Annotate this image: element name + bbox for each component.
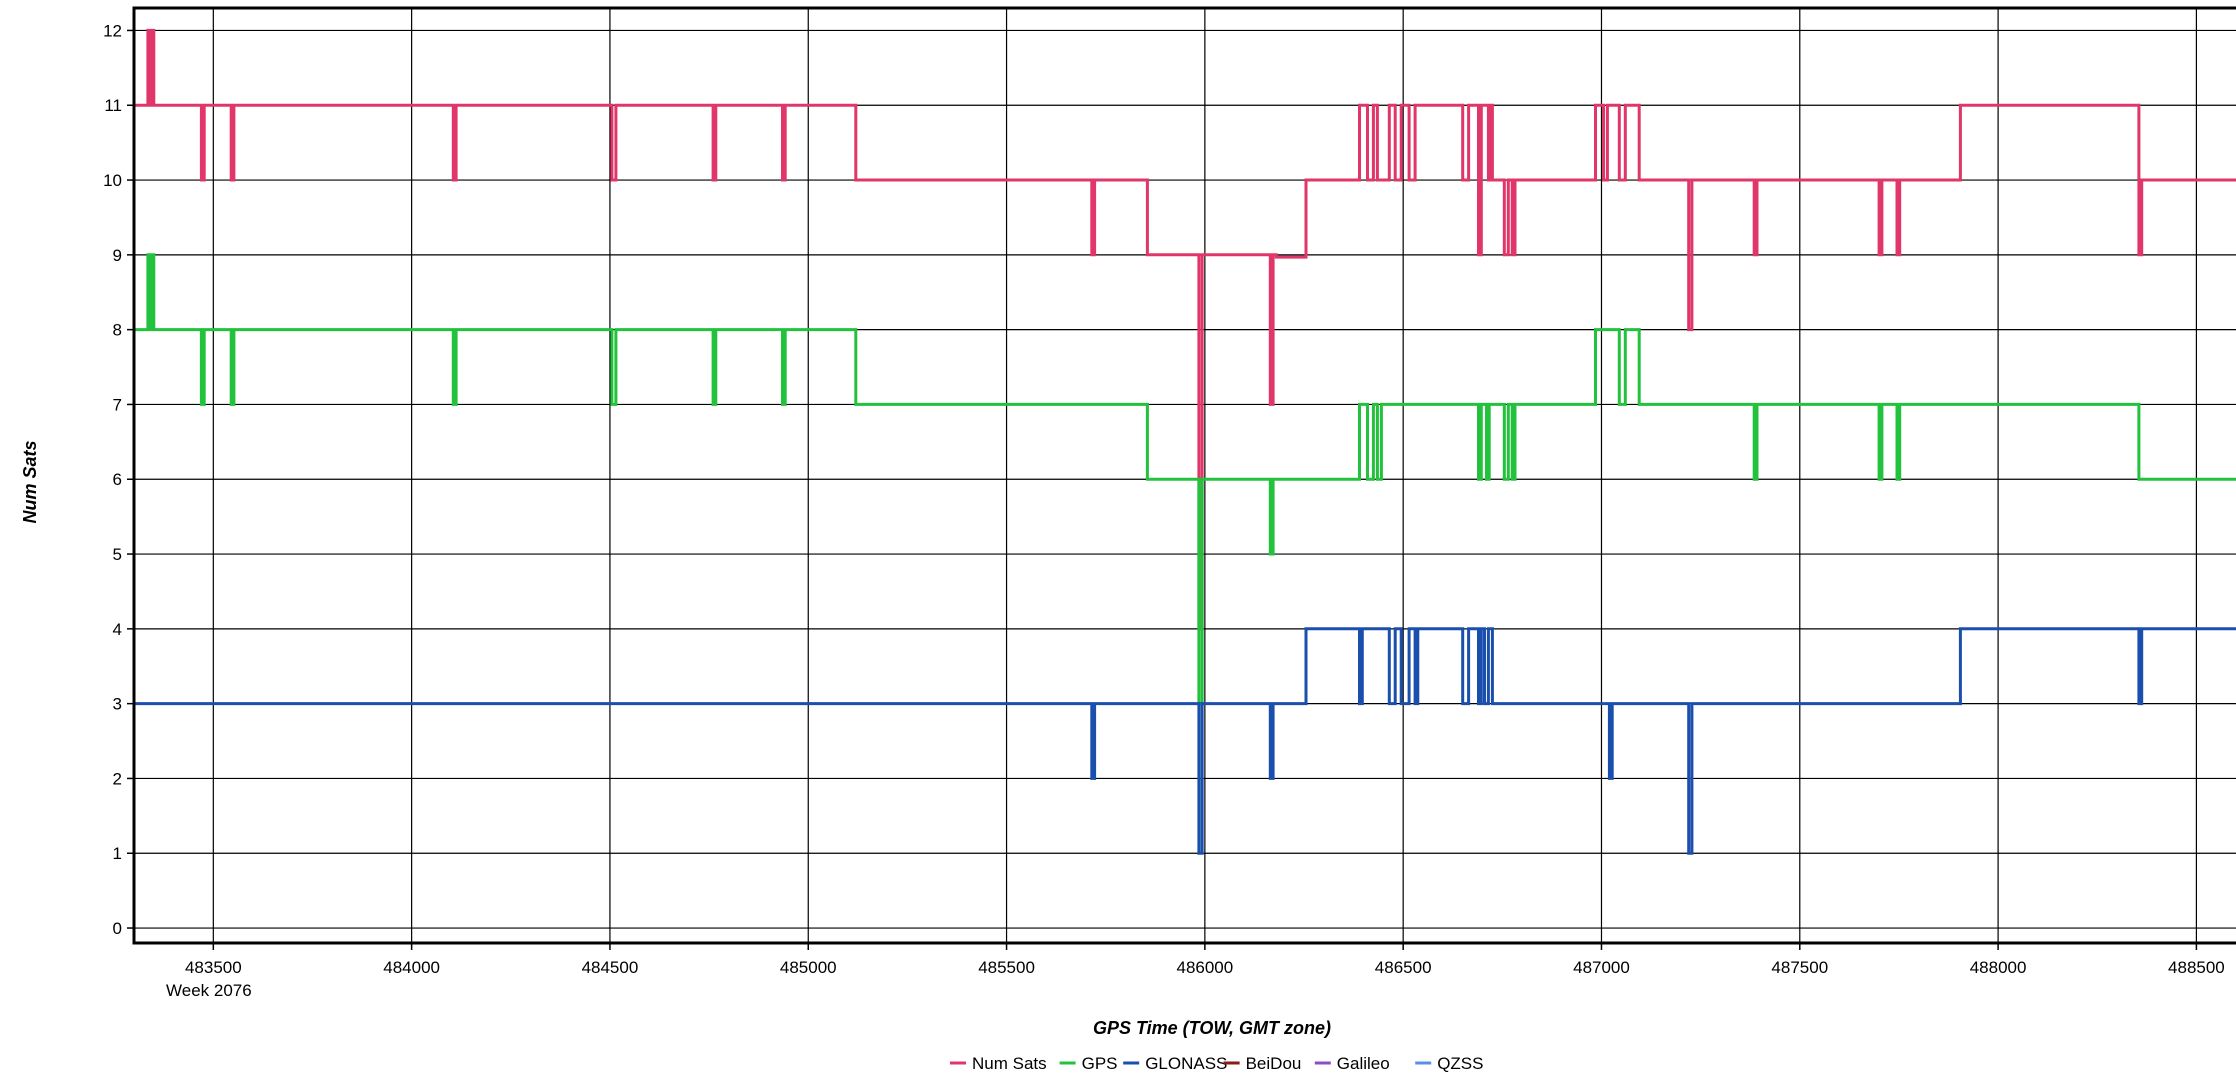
- x-tick-label: 485500: [978, 958, 1035, 977]
- x-axis-ticks: 483500 484000 484500 485000 485500 486000 4865…: [185, 943, 2225, 977]
- y-tick-label: 2: [113, 769, 122, 788]
- legend: Num Sats GPS GLONASS BeiDou Galileo QZSS: [950, 1054, 1483, 1073]
- y-tick-label: 6: [113, 470, 122, 489]
- legend-label-glonass: GLONASS: [1145, 1054, 1227, 1073]
- legend-label-galileo: Galileo: [1337, 1054, 1390, 1073]
- y-tick-label: 5: [113, 545, 122, 564]
- x-axis-title: GPS Time (TOW, GMT zone): [1093, 1018, 1331, 1038]
- legend-label-qzss: QZSS: [1437, 1054, 1483, 1073]
- y-tick-label: 3: [113, 695, 122, 714]
- y-tick-label: 8: [113, 321, 122, 340]
- legend-label-beidou: BeiDou: [1246, 1054, 1302, 1073]
- x-tick-label: 487500: [1771, 958, 1828, 977]
- plot-frame: [132, 6, 2236, 945]
- y-tick-label: 0: [113, 919, 122, 938]
- y-tick-label: 11: [104, 96, 122, 115]
- y-tick-label: 1: [113, 844, 122, 863]
- x-tick-label: 486000: [1176, 958, 1233, 977]
- x-axis-sublabel: Week 2076: [166, 981, 252, 1000]
- x-tick-label: 486500: [1375, 958, 1432, 977]
- series-line-num-sats: [132, 28, 2236, 631]
- x-tick-label: 488500: [2168, 958, 2225, 977]
- series-line-glonass: [134, 627, 2236, 855]
- x-tick-label: 484500: [582, 958, 639, 977]
- x-tick-label: 485000: [780, 958, 837, 977]
- x-tick-label: 488000: [1970, 958, 2027, 977]
- y-tick-label: 9: [113, 246, 122, 265]
- x-tick-label: 484000: [383, 958, 440, 977]
- x-tick-label: 483500: [185, 958, 242, 977]
- y-axis-title: Num Sats: [20, 440, 40, 523]
- legend-label-gps: GPS: [1082, 1054, 1118, 1073]
- y-tick-label: 7: [113, 395, 122, 414]
- y-tick-label: 12: [103, 21, 122, 40]
- series-lines: [132, 28, 2236, 855]
- grid: [134, 8, 2236, 943]
- x-tick-label: 487000: [1573, 958, 1630, 977]
- y-tick-label: 10: [103, 171, 122, 190]
- y-tick-label: 4: [113, 620, 122, 639]
- series-line-gps: [132, 253, 2236, 706]
- legend-label-num-sats: Num Sats: [972, 1054, 1047, 1073]
